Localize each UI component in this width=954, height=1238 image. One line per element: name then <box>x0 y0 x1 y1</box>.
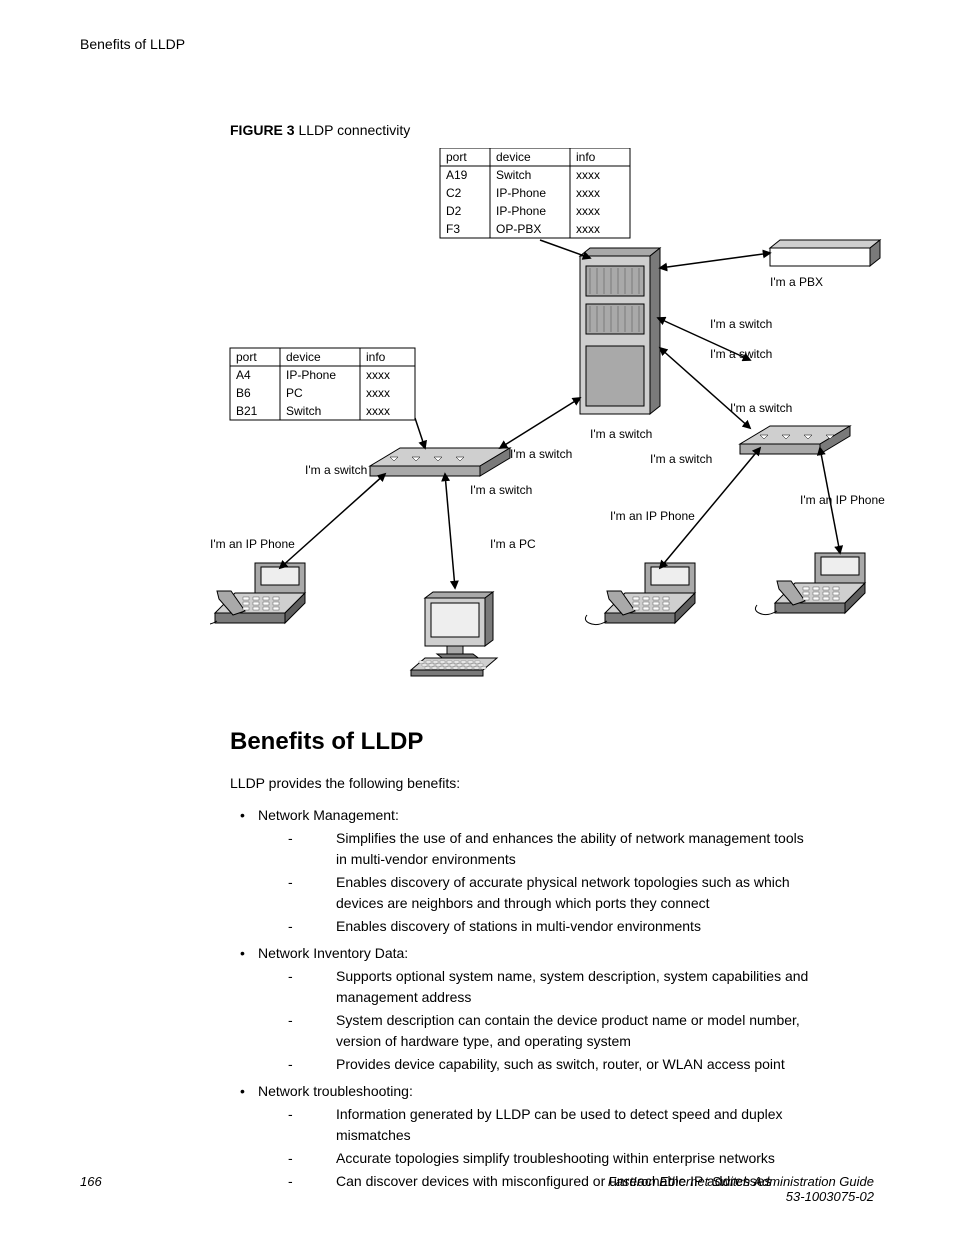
section-intro: LLDP provides the following benefits: <box>230 774 874 793</box>
svg-text:xxxx: xxxx <box>576 204 600 218</box>
svg-text:Switch: Switch <box>286 404 321 418</box>
svg-text:port: port <box>446 150 467 164</box>
sub-list-item: Enables discovery of stations in multi-v… <box>288 916 814 937</box>
diagram-svg: port device info A19 Switch xxxx C2 IP-Phone xxx… <box>210 148 890 688</box>
svg-text:B6: B6 <box>236 386 251 400</box>
page-number: 166 <box>80 1174 102 1189</box>
svg-text:I'm an IP Phone: I'm an IP Phone <box>210 537 295 551</box>
list-item: Network Inventory Data: Supports optional… <box>240 943 814 1075</box>
svg-text:xxxx: xxxx <box>366 386 390 400</box>
svg-text:I'm a switch: I'm a switch <box>470 483 532 497</box>
svg-text:IP-Phone: IP-Phone <box>496 186 546 200</box>
list-item-text: Network Management: <box>258 807 399 823</box>
sub-list-item: Accurate topologies simplify troubleshoo… <box>288 1148 814 1169</box>
svg-text:I'm a PC: I'm a PC <box>490 537 536 551</box>
figure-caption: FIGURE 3 LLDP connectivity <box>230 122 874 138</box>
sub-list-item: System description can contain the devic… <box>288 1010 814 1052</box>
svg-text:A4: A4 <box>236 368 251 382</box>
svg-text:PC: PC <box>286 386 303 400</box>
benefits-list: Network Management: Simplifies the use of… <box>240 805 814 1192</box>
sub-list-item: Provides device capability, such as swit… <box>288 1054 814 1075</box>
figure-label-bold: FIGURE 3 <box>230 122 295 138</box>
page-footer: 166 FastIron Ethernet Switch Administrat… <box>80 1174 874 1204</box>
svg-text:F3: F3 <box>446 222 460 236</box>
sub-list-item: Information generated by LLDP can be use… <box>288 1104 814 1146</box>
svg-text:xxxx: xxxx <box>576 168 600 182</box>
sub-list: Simplifies the use of and enhances the a… <box>288 828 814 937</box>
lldp-diagram: port device info A19 Switch xxxx C2 IP-Phone xxx… <box>210 148 890 688</box>
page: Benefits of LLDP FIGURE 3 LLDP connectiv… <box>0 0 954 1238</box>
svg-text:I'm a switch: I'm a switch <box>710 317 772 331</box>
figure-label-rest: LLDP connectivity <box>295 122 411 138</box>
svg-text:IP-Phone: IP-Phone <box>286 368 336 382</box>
sub-list-item: Supports optional system name, system de… <box>288 966 814 1008</box>
section-title: Benefits of LLDP <box>230 728 874 756</box>
svg-text:info: info <box>576 150 596 164</box>
page-header: Benefits of LLDP <box>80 36 874 52</box>
svg-text:port: port <box>236 350 257 364</box>
svg-text:I'm a switch: I'm a switch <box>650 452 712 466</box>
svg-text:I'm an IP Phone: I'm an IP Phone <box>800 493 885 507</box>
doc-title: FastIron Ethernet Switch Administration … <box>608 1174 874 1189</box>
svg-text:OP-PBX: OP-PBX <box>496 222 541 236</box>
svg-text:I'm a switch: I'm a switch <box>510 447 572 461</box>
svg-text:xxxx: xxxx <box>576 186 600 200</box>
svg-text:B21: B21 <box>236 404 258 418</box>
svg-text:C2: C2 <box>446 186 462 200</box>
svg-text:IP-Phone: IP-Phone <box>496 204 546 218</box>
sub-list-item: Simplifies the use of and enhances the a… <box>288 828 814 870</box>
svg-text:xxxx: xxxx <box>366 404 390 418</box>
svg-text:D2: D2 <box>446 204 462 218</box>
svg-text:I'm a switch: I'm a switch <box>305 463 367 477</box>
svg-text:I'm a switch: I'm a switch <box>590 427 652 441</box>
svg-text:I'm a switch: I'm a switch <box>730 401 792 415</box>
svg-text:A19: A19 <box>446 168 468 182</box>
svg-text:info: info <box>366 350 386 364</box>
doc-id: FastIron Ethernet Switch Administration … <box>608 1174 874 1204</box>
svg-text:I'm a PBX: I'm a PBX <box>770 275 823 289</box>
list-item-text: Network Inventory Data: <box>258 945 408 961</box>
list-item: Network Management: Simplifies the use of… <box>240 805 814 937</box>
svg-text:xxxx: xxxx <box>366 368 390 382</box>
list-item-text: Network troubleshooting: <box>258 1083 413 1099</box>
breadcrumb: Benefits of LLDP <box>80 36 185 52</box>
sub-list: Supports optional system name, system de… <box>288 966 814 1075</box>
svg-text:device: device <box>496 150 531 164</box>
svg-text:I'm a switch: I'm a switch <box>710 347 772 361</box>
doc-number: 53-1003075-02 <box>786 1189 874 1204</box>
svg-text:xxxx: xxxx <box>576 222 600 236</box>
svg-text:device: device <box>286 350 321 364</box>
svg-text:I'm an IP Phone: I'm an IP Phone <box>610 509 695 523</box>
sub-list-item: Enables discovery of accurate physical n… <box>288 872 814 914</box>
svg-text:Switch: Switch <box>496 168 531 182</box>
